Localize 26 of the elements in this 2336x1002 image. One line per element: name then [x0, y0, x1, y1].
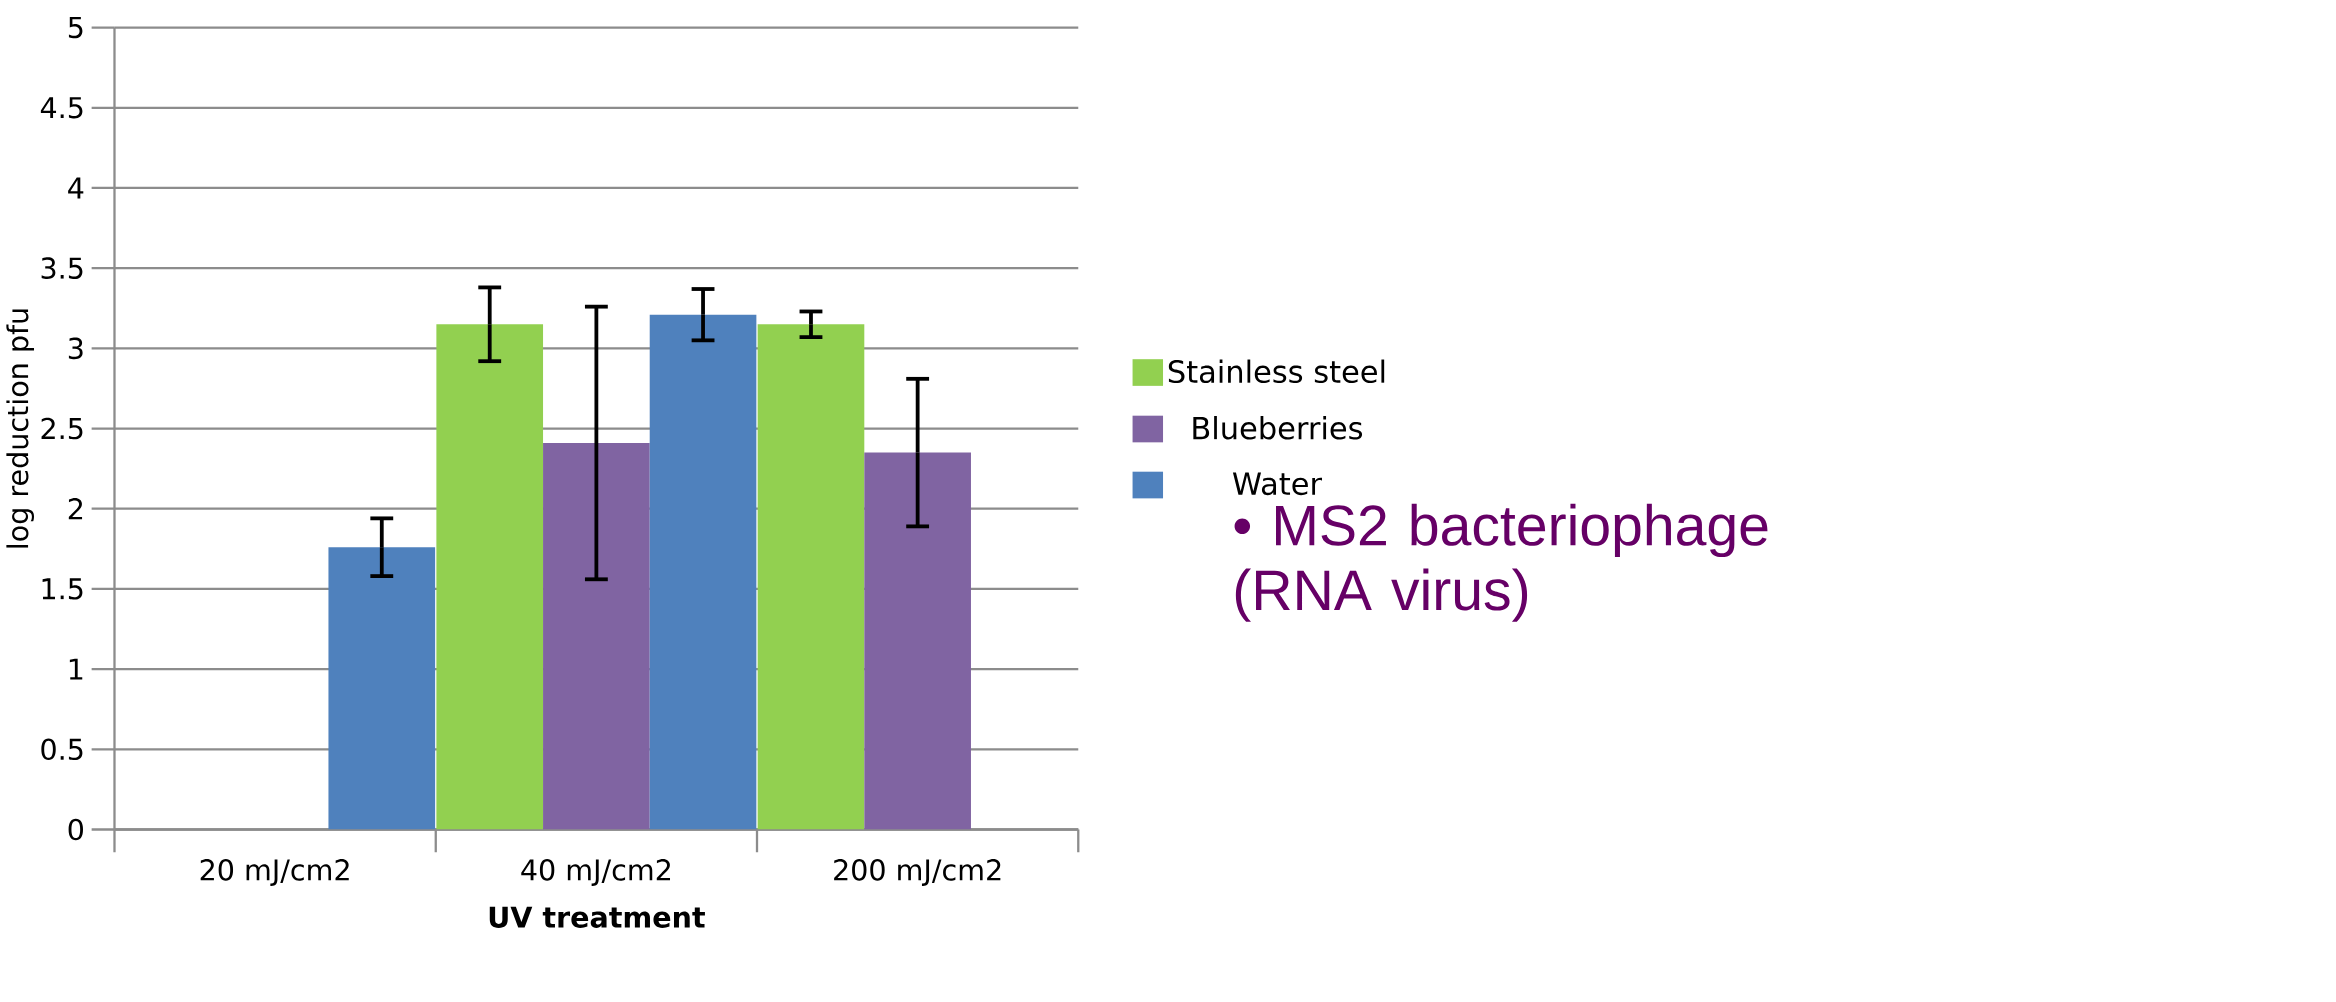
bar [757, 324, 865, 830]
bar [436, 324, 544, 830]
y-tick-label: 1.5 [42, 578, 83, 600]
legend-label: Blueberries [1193, 416, 1363, 440]
y-tick-label: 3.5 [41, 257, 83, 280]
bar [328, 547, 436, 830]
y-tick-label: 2.5 [41, 417, 83, 440]
legend-label: Water [1232, 472, 1323, 496]
x-tick-label: 200 mJ/cm2 [834, 859, 1001, 887]
y-tick-label: 5 [68, 17, 83, 39]
bar [649, 314, 757, 830]
y-tick-label: 4 [68, 177, 84, 199]
x-axis-title: UV treatment [489, 906, 705, 928]
y-axis-title: log reduction pfu [6, 309, 35, 548]
bar [543, 443, 650, 830]
y-tick-label: 0 [68, 818, 83, 841]
bar [864, 452, 971, 830]
y-tick-label: 4.5 [40, 97, 83, 119]
x-tick-label: 20 mJ/cm2 [200, 859, 349, 887]
x-tick-label: 40 mJ/cm2 [521, 859, 671, 887]
y-tick-label: 0.5 [41, 738, 83, 761]
text: • MS2 bacteriophage (RNA virus) [1234, 503, 1768, 622]
y-tick-label: 3 [68, 337, 83, 360]
y-tick-label: 2 [68, 498, 83, 520]
legend-label: Stainless steel [1168, 359, 1385, 384]
y-tick-label: 1 [69, 658, 83, 680]
